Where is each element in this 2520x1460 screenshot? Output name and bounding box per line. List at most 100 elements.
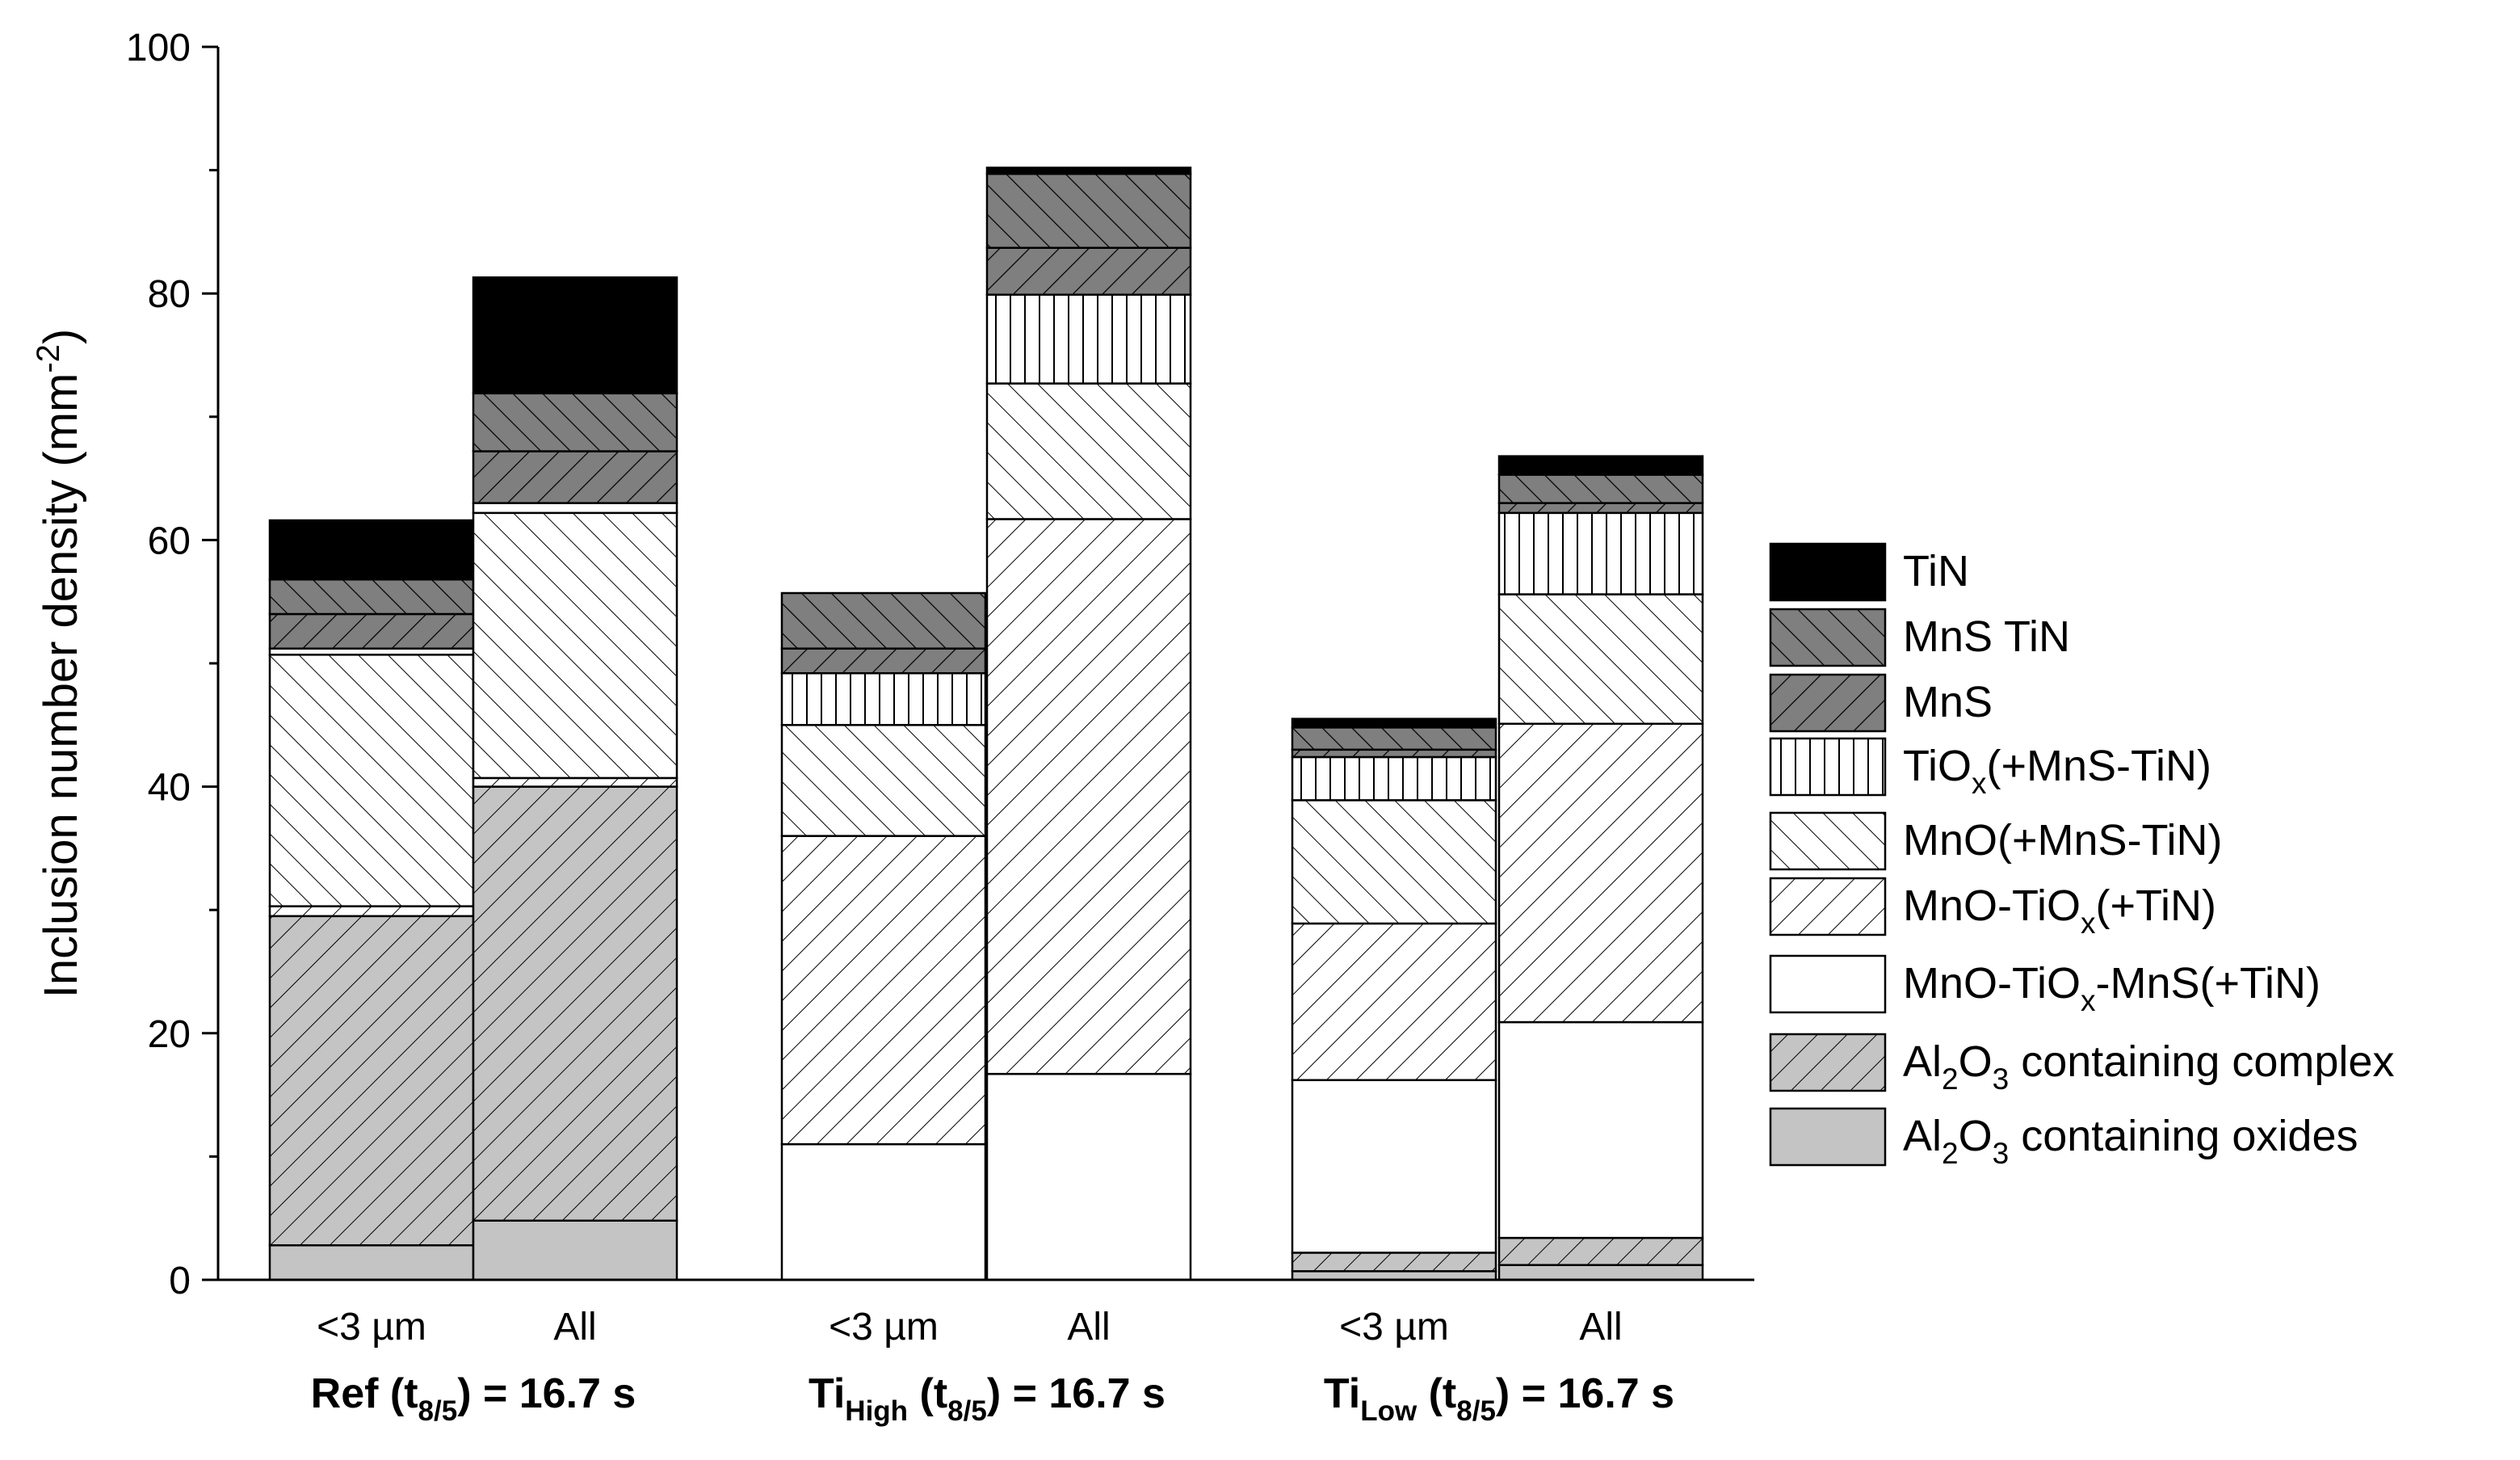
bar-segment-al2o3_complex [268, 915, 475, 1247]
text-run: Al [1903, 1112, 1942, 1160]
legend-swatch [1769, 542, 1887, 602]
bar-segment-mns [472, 450, 678, 504]
text-run: (t [1417, 1370, 1456, 1417]
legend-item-mno_tiox_mns: MnO-TiOx-MnS(+TiN) [1769, 954, 2320, 1017]
text-run: containing oxides [2009, 1112, 2358, 1160]
legend-item-tiox: TiOx(+MnS-TiN) [1769, 737, 2211, 800]
bar-segment-mno_tiox [985, 518, 1192, 1075]
text-run: x [2081, 984, 2096, 1017]
bar-segment-al2o3_complex [472, 785, 678, 1222]
text-run: ) = 16.7 s [987, 1370, 1166, 1417]
legend-label: TiOx(+MnS-TiN) [1903, 742, 2211, 800]
legend-label: MnO-TiOx(+TiN) [1903, 881, 2216, 940]
bar-segment-tin [1497, 455, 1704, 476]
bar-segment-mns_tin [1291, 726, 1497, 751]
y-tick-label: 60 [148, 520, 191, 562]
text-run: (+MnS-TiN) [1986, 742, 2211, 790]
bars [268, 166, 1704, 1281]
bar-segment-tin [985, 166, 1192, 175]
x-tick-label: <3 µm [317, 1306, 426, 1349]
bar-segment-mno_tiox [780, 835, 987, 1146]
bar-stack [1291, 717, 1497, 1281]
bar-segment-mno_tiox [268, 905, 475, 918]
x-tick-label: All [1579, 1306, 1622, 1349]
bar-stack [268, 519, 475, 1281]
legend-label: TiN [1903, 547, 1969, 595]
text-run: MnO-TiO [1903, 881, 2081, 930]
text-run: Ref (t [311, 1370, 418, 1417]
bar-segment-tin [268, 519, 475, 581]
legend-swatch [1769, 811, 1887, 871]
y-axis-label-end: ) [35, 329, 87, 344]
y-tick-label: 40 [148, 767, 191, 810]
x-group-label: TiLow (t8/5) = 16.7 s [1324, 1370, 1674, 1427]
text-run: (+TiN) [2095, 881, 2216, 930]
bar-segment-mns_tin [268, 578, 475, 616]
y-axis-label: Inclusion number density (mm-2) [31, 329, 87, 999]
bar-segment-mns_tin [1497, 473, 1704, 504]
bar-segment-mns [1497, 502, 1704, 515]
bar-segment-tiox [985, 293, 1192, 385]
bar-segment-mns [268, 612, 475, 650]
legend-swatch [1769, 608, 1887, 667]
y-axis: 0 20 40 60 80 100 Inclusion number density (mm… [31, 27, 220, 1302]
text-run: MnS [1903, 678, 1993, 726]
y-tick-label: 80 [148, 273, 191, 316]
text-run: ) = 16.7 s [1496, 1370, 1674, 1417]
text-run: -MnS(+TiN) [2095, 959, 2320, 1008]
bar-segment-mno [985, 382, 1192, 520]
text-run: Ti [1324, 1370, 1360, 1417]
bar-segment-mno_tiox [1291, 922, 1497, 1082]
bar-segment-tiox [1497, 511, 1704, 595]
y-tick-label: 20 [148, 1013, 191, 1056]
y-axis-label-sup: -2 [31, 344, 66, 373]
bar-segment-al2o3_oxides [1291, 1270, 1497, 1281]
text-run: TiO [1903, 742, 1972, 790]
bar-segment-mns [780, 647, 987, 675]
text-run: 2 [1942, 1137, 1959, 1170]
bar-segment-mns [1291, 748, 1497, 759]
text-run: Ti [808, 1370, 845, 1417]
bar-segment-mno [780, 724, 987, 837]
text-run: 3 [1993, 1062, 2010, 1096]
x-group-label: TiHigh (t8/5) = 16.7 s [808, 1370, 1166, 1427]
text-run: Al [1903, 1037, 1942, 1086]
bar-segment-al2o3_oxides [472, 1219, 678, 1281]
legend-item-tin: TiN [1769, 542, 1969, 602]
text-run: 8/5 [1456, 1395, 1496, 1427]
bar-segment-mno_tiox_mns [985, 1072, 1192, 1281]
bar-segment-al2o3_complex [1291, 1252, 1497, 1273]
legend-label: MnO(+MnS-TiN) [1903, 816, 2223, 865]
text-run: 8/5 [418, 1395, 458, 1427]
text-run: MnO(+MnS-TiN) [1903, 816, 2223, 865]
text-run: 2 [1942, 1062, 1959, 1096]
legend-swatch [1769, 673, 1887, 733]
legend-item-mns_tin: MnS TiN [1769, 608, 2070, 667]
text-run: ) = 16.7 s [457, 1370, 636, 1417]
legend-label: MnS [1903, 678, 1993, 726]
legend-item-al2o3_oxides: Al2O3 containing oxides [1769, 1107, 2358, 1170]
bar-segment-tiox [780, 671, 987, 726]
text-run: Low [1360, 1395, 1418, 1427]
text-run: High [845, 1395, 908, 1427]
bar-stack [780, 591, 987, 1281]
bar-segment-mno_tiox [1497, 722, 1704, 1024]
legend-swatch [1769, 737, 1887, 797]
legend-label: MnS TiN [1903, 612, 2070, 661]
bar-segment-tin [1291, 717, 1497, 729]
text-run: containing complex [2009, 1037, 2394, 1086]
bar-stack [985, 166, 1192, 1281]
x-tick-label: All [1067, 1306, 1110, 1349]
bar-segment-al2o3_complex [1497, 1236, 1704, 1266]
legend-swatch [1769, 954, 1887, 1014]
legend-item-al2o3_complex: Al2O3 containing complex [1769, 1033, 2394, 1096]
legend-label: Al2O3 containing oxides [1903, 1112, 2358, 1170]
bar-segment-mno [268, 654, 475, 907]
bar-segment-mno [1291, 799, 1497, 925]
x-group-label: Ref (t8/5) = 16.7 s [311, 1370, 636, 1427]
y-axis-label-main: Inclusion number density (mm [35, 373, 87, 999]
bar-segment-tin [472, 276, 678, 395]
